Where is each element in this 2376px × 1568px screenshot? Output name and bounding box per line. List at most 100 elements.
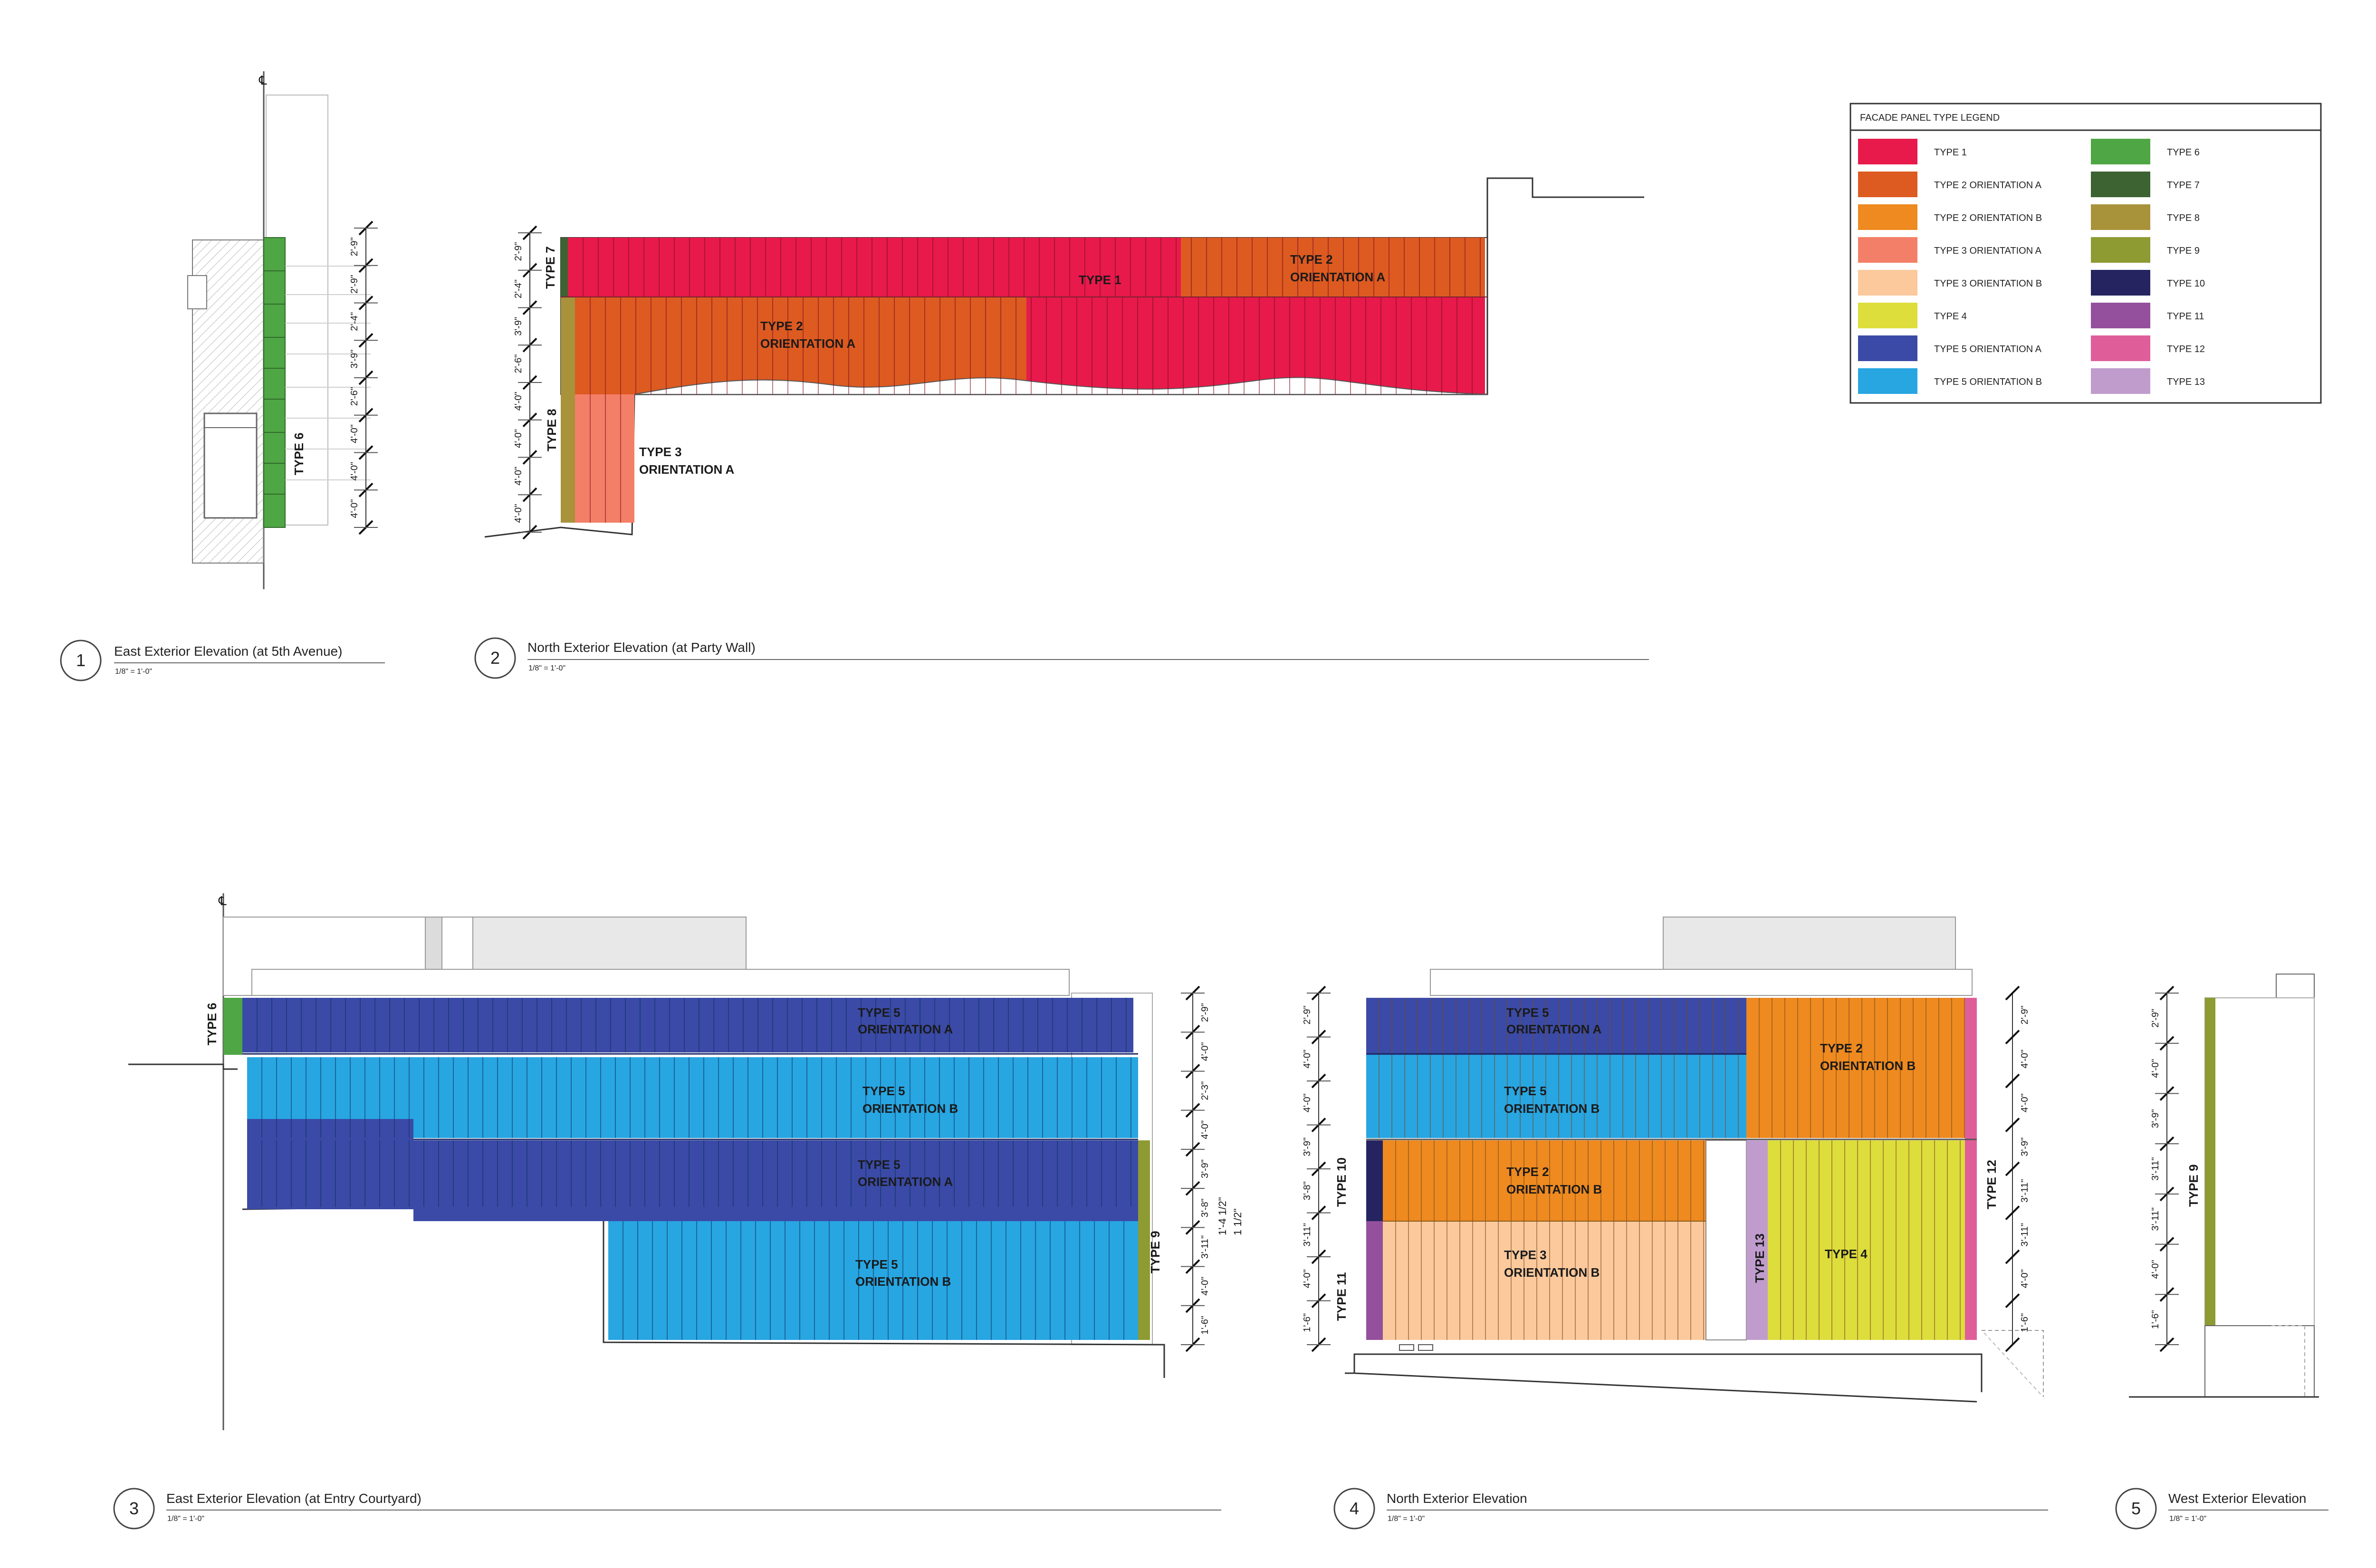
label-type-10: TYPE 10 xyxy=(1334,1157,1349,1207)
label-type-9-e5: TYPE 9 xyxy=(2186,1164,2201,1207)
dimension-label: 2'-9" xyxy=(2150,1009,2161,1028)
dimension-label: 4'-0" xyxy=(1200,1120,1210,1139)
dimension-label: 3'-9" xyxy=(1200,1159,1210,1178)
legend-swatch xyxy=(1858,172,1917,197)
elevation-3-panel-joints xyxy=(257,998,1131,1340)
label-type-5b-e4: TYPE 5 xyxy=(1504,1084,1547,1098)
dimension-label: 3'-11" xyxy=(1302,1223,1313,1246)
label-type-5a-e4: TYPE 5 xyxy=(1506,1005,1549,1020)
view-number-1: 1 xyxy=(76,650,86,670)
label-type-12: TYPE 12 xyxy=(1984,1160,1999,1209)
legend-swatch xyxy=(1858,335,1917,361)
label-type-2a-upper: TYPE 2 xyxy=(1290,252,1333,267)
dimension-label: 1'-6" xyxy=(1302,1313,1313,1332)
dimension-label: 1'-6" xyxy=(1200,1316,1210,1335)
legend-label: TYPE 3 ORIENTATION A xyxy=(1934,246,2042,256)
type-1-panel-lower xyxy=(1026,297,1485,394)
dimension-label: 2'-3" xyxy=(1200,1081,1210,1100)
view-scale-3: 1/8" = 1'-0" xyxy=(167,1515,204,1523)
dimension-label: 3'-9" xyxy=(2150,1109,2161,1128)
legend-swatch xyxy=(2091,270,2150,296)
dimension-label: 2'-6" xyxy=(513,354,524,373)
legend-label: TYPE 1 xyxy=(1934,147,1967,158)
type-2b-panel-right xyxy=(1746,998,1965,1138)
dimension-label: 3'-8" xyxy=(1200,1198,1210,1217)
label-type-5a-middle-orient: ORIENTATION A xyxy=(858,1175,953,1189)
label-type-6-e3: TYPE 6 xyxy=(205,1003,219,1045)
label-type-2b-right-orient: ORIENTATION B xyxy=(1820,1059,1916,1073)
label-type-13: TYPE 13 xyxy=(1753,1233,1767,1283)
legend-swatch xyxy=(1858,237,1917,263)
label-type-7: TYPE 7 xyxy=(543,246,557,289)
elevation-3-dimensions: 1'-6" 4'-0" 3'-11" 3'-8" 3'-9" 4'-0" 2'-3" 4'-0… xyxy=(1181,985,1210,1352)
legend-label: TYPE 4 xyxy=(1934,311,1967,322)
dimension-label: 4'-0" xyxy=(349,499,360,518)
view-scale-1: 1/8" = 1'-0" xyxy=(115,668,152,676)
dimension-label: 3'-11" xyxy=(2150,1207,2161,1231)
legend-label: TYPE 2 ORIENTATION B xyxy=(1934,213,2042,223)
legend-label: TYPE 13 xyxy=(2167,377,2205,387)
legend-swatch xyxy=(2091,139,2150,164)
type-5b-panel-e4 xyxy=(1366,1055,1746,1138)
type-2a-panel-upper xyxy=(1181,238,1485,297)
label-type-2a-upper-orient: ORIENTATION A xyxy=(1290,270,1386,284)
type-5a-panel-e4 xyxy=(1366,998,1746,1055)
dimension-label: 2'-9" xyxy=(349,275,360,294)
view-title-3: 3 East Exterior Elevation (at Entry Cour… xyxy=(113,1488,1221,1530)
view-title-2: 2 North Exterior Elevation (at Party Wal… xyxy=(474,637,1649,679)
dimension-label: 4'-0" xyxy=(513,392,524,411)
view-title-text-4: North Exterior Elevation xyxy=(1387,1491,1527,1506)
legend-swatch xyxy=(1858,368,1917,394)
legend-swatch xyxy=(2091,335,2150,361)
type-9-panel-e3 xyxy=(1138,1140,1150,1340)
label-type-3a: TYPE 3 xyxy=(639,445,682,459)
elevation-1: ℄ TYPE 6 4'-0" 4'-0" 4'-0" 2'-6" 3'-9" 2'-4" 2… xyxy=(187,71,378,589)
view-title-5: 5 West Exterior Elevation 1/8" = 1'-0" xyxy=(2115,1488,2328,1530)
type-4-panel xyxy=(1768,1140,1965,1340)
dimension-label: 4'-0" xyxy=(2020,1269,2030,1288)
type-3a-panel xyxy=(575,394,634,523)
view-title-text-5: West Exterior Elevation xyxy=(2168,1491,2307,1506)
dimension-label: 3'-11" xyxy=(2150,1157,2161,1180)
legend-label: TYPE 10 xyxy=(2167,278,2205,289)
label-type-2b-left: TYPE 2 xyxy=(1506,1165,1549,1179)
centerline-symbol-3: ℄ xyxy=(218,894,227,908)
dimension-label: 1'-6" xyxy=(2020,1313,2030,1332)
view-title-4: 4 North Exterior Elevation 1/8" = 1'-0" xyxy=(1333,1488,2048,1530)
dimension-label: 2'-4" xyxy=(513,279,524,298)
dimension-label: 4'-0" xyxy=(513,504,524,523)
dimension-label: 4'-0" xyxy=(349,462,360,481)
type-5a-panel-top xyxy=(242,998,1133,1052)
type-13-panel xyxy=(1746,1140,1768,1340)
type-12-panel xyxy=(1965,998,1977,1340)
label-type-5b-lower: TYPE 5 xyxy=(855,1257,898,1272)
legend-label: TYPE 6 xyxy=(2167,147,2200,158)
view-title-1: 1 East Exterior Elevation (at 5th Avenue… xyxy=(60,640,385,681)
type-11-panel xyxy=(1366,1221,1383,1340)
elevation-3: ℄ TYPE 6 TYPE 9 TYPE 5 ORIENTATION A TYP… xyxy=(128,893,1244,1430)
dimension-label: 3'-11" xyxy=(1200,1235,1210,1259)
dimension-label: 4'-0" xyxy=(1302,1269,1313,1288)
dimension-label: 4'-0" xyxy=(2150,1260,2161,1279)
legend-label: TYPE 8 xyxy=(2167,213,2200,223)
type-5a-panel-step xyxy=(247,1119,413,1209)
label-type-5b-lower-orient: ORIENTATION B xyxy=(855,1274,951,1289)
type-3b-panel xyxy=(1383,1221,1706,1340)
dimension-label: 4'-0" xyxy=(1200,1042,1210,1061)
dimension-label: 3'-9" xyxy=(1302,1138,1313,1157)
dimension-label: 2'-9" xyxy=(1200,1003,1210,1022)
type-8-panel xyxy=(561,297,575,523)
label-type-5a-e4-orient: ORIENTATION A xyxy=(1506,1022,1602,1036)
elevation-2-panel-joints xyxy=(583,238,1481,523)
elevation-4: TYPE 10 TYPE 11 TYPE 13 TYPE 12 TYPE 4 T… xyxy=(1302,917,2044,1403)
type-5a-panel-lower xyxy=(608,1197,1138,1221)
dimension-label: 4'-0" xyxy=(513,467,524,486)
legend-swatch xyxy=(2091,368,2150,394)
label-type-3a-orient: ORIENTATION A xyxy=(639,462,735,477)
legend-swatch xyxy=(1858,270,1917,296)
label-type-6: TYPE 6 xyxy=(292,432,306,475)
dimension-label: 3'-11" xyxy=(2020,1179,2030,1203)
view-scale-2: 1/8" = 1'-0" xyxy=(528,664,565,672)
legend-label: TYPE 3 ORIENTATION B xyxy=(1934,278,2042,289)
